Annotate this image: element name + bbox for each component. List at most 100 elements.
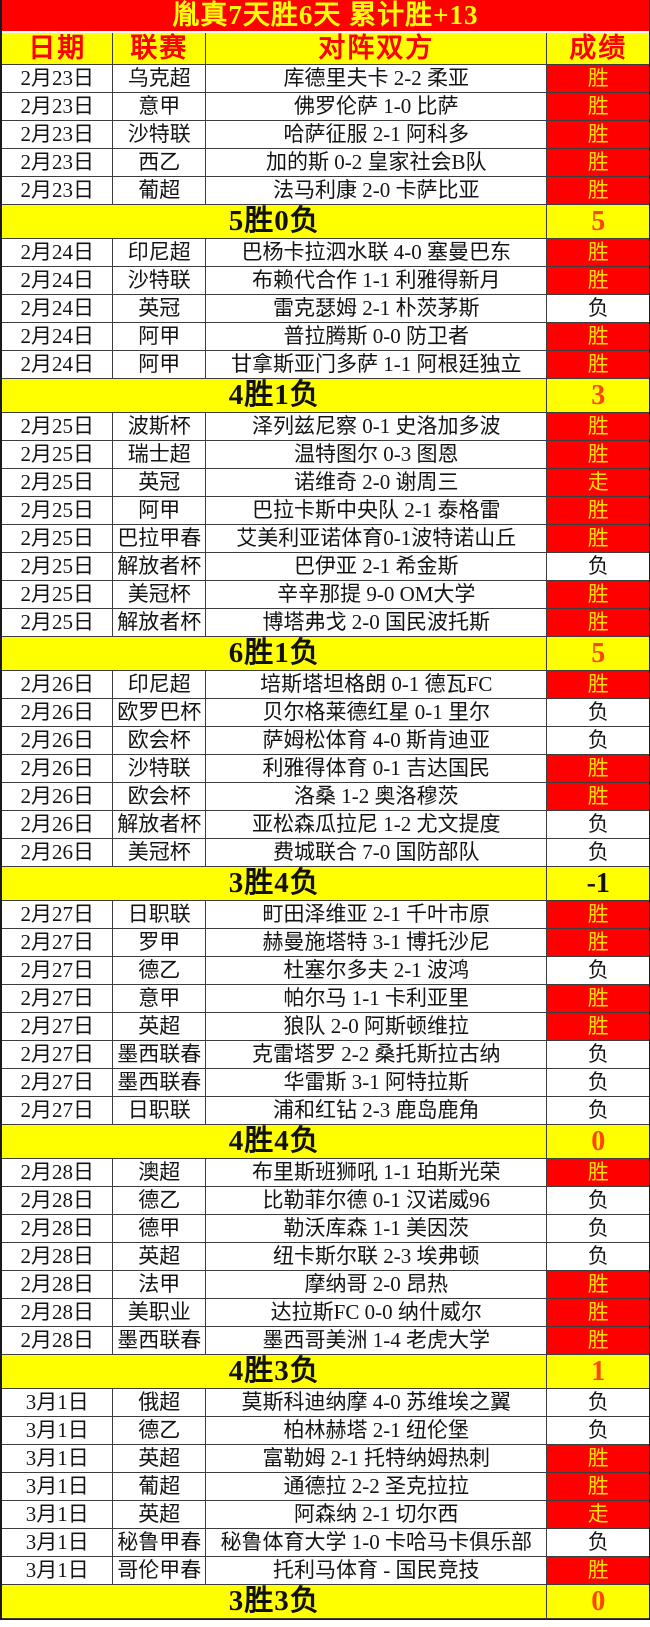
- date-cell: 2月25日: [2, 609, 114, 636]
- league-cell: 日职联: [113, 1097, 207, 1124]
- table-row: 2月28日 德甲 勒沃库森 1-1 美因茨 负: [2, 1215, 650, 1243]
- table-row: 2月25日 阿甲 巴拉卡斯中央队 2-1 泰格雷 胜: [2, 497, 650, 525]
- match-cell: 比勒菲尔德 0-1 汉诺威96: [206, 1187, 548, 1214]
- table-row: 2月28日 德乙 比勒菲尔德 0-1 汉诺威96 负: [2, 1187, 650, 1215]
- match-cell: 柏林赫塔 2-1 纽伦堡: [206, 1417, 548, 1444]
- result-cell: 胜: [547, 755, 650, 782]
- table-row: 3月1日 英超 阿森纳 2-1 切尔西 走: [2, 1501, 650, 1529]
- match-cell: 哈萨征服 2-1 阿科多: [206, 121, 548, 148]
- league-cell: 阿甲: [113, 351, 207, 378]
- date-cell: 3月1日: [2, 1445, 114, 1472]
- date-cell: 2月27日: [2, 901, 114, 928]
- league-cell: 英超: [113, 1445, 207, 1472]
- date-cell: 2月27日: [2, 985, 114, 1012]
- league-cell: 德乙: [113, 957, 207, 984]
- table-row: 2月27日 墨西联春 华雷斯 3-1 阿特拉斯 负: [2, 1069, 650, 1097]
- summary-label: 3胜4负: [2, 867, 548, 900]
- result-cell: 胜: [547, 65, 650, 92]
- league-cell: 英冠: [113, 295, 207, 322]
- match-cell: 通德拉 2-2 圣克拉拉: [206, 1473, 548, 1500]
- result-cell: 胜: [547, 671, 650, 698]
- date-cell: 3月1日: [2, 1501, 114, 1528]
- date-cell: 3月1日: [2, 1389, 114, 1416]
- table-row: 2月23日 西乙 加的斯 0-2 皇家社会B队 胜: [2, 149, 650, 177]
- date-cell: 2月26日: [2, 839, 114, 866]
- date-cell: 2月23日: [2, 65, 114, 92]
- league-cell: 意甲: [113, 985, 207, 1012]
- league-cell: 葡超: [113, 177, 207, 204]
- table-row: 2月27日 英超 狼队 2-0 阿斯顿维拉 胜: [2, 1013, 650, 1041]
- league-cell: 阿甲: [113, 497, 207, 524]
- match-cell: 摩纳哥 2-0 昂热: [206, 1271, 548, 1298]
- league-cell: 沙特联: [113, 755, 207, 782]
- header-row: 日期 联赛 对阵双方 成绩: [2, 33, 649, 65]
- result-cell: 胜: [547, 985, 650, 1012]
- match-cell: 普拉腾斯 0-0 防卫者: [206, 323, 548, 350]
- summary-score: 0: [591, 1586, 606, 1617]
- league-cell: 英超: [113, 1243, 207, 1270]
- league-cell: 墨西联春: [113, 1327, 207, 1354]
- league-cell: 欧会杯: [113, 783, 207, 810]
- col-header-date: 日期: [2, 33, 114, 64]
- summary-row: 3胜3负 0: [2, 1585, 649, 1619]
- date-cell: 2月26日: [2, 783, 114, 810]
- match-cell: 托利马体育 - 国民竞技: [206, 1557, 548, 1584]
- result-cell: 负: [547, 699, 650, 726]
- result-cell: 胜: [547, 267, 650, 294]
- table-row: 2月27日 日职联 浦和红钻 2-3 鹿岛鹿角 负: [2, 1097, 650, 1125]
- league-cell: 墨西联春: [113, 1041, 207, 1068]
- league-cell: 意甲: [113, 93, 207, 120]
- summary-score: -1: [586, 868, 610, 899]
- match-cell: 贝尔格莱德红星 0-1 里尔: [206, 699, 548, 726]
- result-cell: 胜: [547, 497, 650, 524]
- date-cell: 2月25日: [2, 525, 114, 552]
- date-cell: 2月28日: [2, 1327, 114, 1354]
- date-cell: 2月25日: [2, 469, 114, 496]
- date-cell: 2月23日: [2, 149, 114, 176]
- match-cell: 秘鲁体育大学 1-0 卡哈马卡俱乐部: [206, 1529, 548, 1556]
- league-cell: 解放者杯: [113, 609, 207, 636]
- league-cell: 英冠: [113, 469, 207, 496]
- result-cell: 负: [547, 553, 650, 580]
- match-cell: 达拉斯FC 0-0 纳什威尔: [206, 1299, 548, 1326]
- summary-label: 4胜3负: [2, 1355, 548, 1388]
- league-cell: 美职业: [113, 1299, 207, 1326]
- league-cell: 墨西联春: [113, 1069, 207, 1096]
- result-cell: 胜: [547, 149, 650, 176]
- summary-score: 3: [591, 380, 606, 411]
- match-cell: 帕尔马 1-1 卡利亚里: [206, 985, 548, 1012]
- table-row: 2月25日 美冠杯 辛辛那提 9-0 OM大学 胜: [2, 581, 650, 609]
- match-cell: 富勒姆 2-1 托特纳姆热刺: [206, 1445, 548, 1472]
- date-cell: 3月1日: [2, 1557, 114, 1584]
- result-cell: 胜: [547, 1159, 650, 1186]
- match-cell: 布赖代合作 1-1 利雅得新月: [206, 267, 548, 294]
- date-cell: 2月25日: [2, 553, 114, 580]
- table-row: 2月24日 英冠 雷克瑟姆 2-1 朴茨茅斯 负: [2, 295, 650, 323]
- result-cell: 胜: [547, 581, 650, 608]
- date-cell: 2月24日: [2, 267, 114, 294]
- league-cell: 巴拉甲春: [113, 525, 207, 552]
- match-cell: 巴杨卡拉泗水联 4-0 塞曼巴东: [206, 239, 548, 266]
- table-row: 2月25日 英冠 诺维奇 2-0 谢周三 走: [2, 469, 650, 497]
- date-cell: 2月27日: [2, 957, 114, 984]
- league-cell: 阿甲: [113, 323, 207, 350]
- date-cell: 2月23日: [2, 177, 114, 204]
- league-cell: 俄超: [113, 1389, 207, 1416]
- match-cell: 布里斯班狮吼 1-1 珀斯光荣: [206, 1159, 548, 1186]
- league-cell: 美冠杯: [113, 839, 207, 866]
- match-cell: 加的斯 0-2 皇家社会B队: [206, 149, 548, 176]
- result-cell: 负: [547, 1187, 650, 1214]
- match-cell: 利雅得体育 0-1 吉达国民: [206, 755, 548, 782]
- summary-row: 4胜3负 1: [2, 1355, 649, 1389]
- table-row: 2月27日 罗甲 赫曼施塔特 3-1 博托沙尼 胜: [2, 929, 650, 957]
- date-cell: 3月1日: [2, 1473, 114, 1500]
- result-cell: 负: [547, 1041, 650, 1068]
- summary-score: 5: [591, 206, 606, 237]
- result-cell: 胜: [547, 441, 650, 468]
- match-cell: 萨姆松体育 4-0 斯肯迪亚: [206, 727, 548, 754]
- date-cell: 2月28日: [2, 1159, 114, 1186]
- summary-score: 1: [591, 1356, 606, 1387]
- date-cell: 2月26日: [2, 755, 114, 782]
- table-row: 2月24日 阿甲 普拉腾斯 0-0 防卫者 胜: [2, 323, 650, 351]
- date-cell: 2月27日: [2, 1097, 114, 1124]
